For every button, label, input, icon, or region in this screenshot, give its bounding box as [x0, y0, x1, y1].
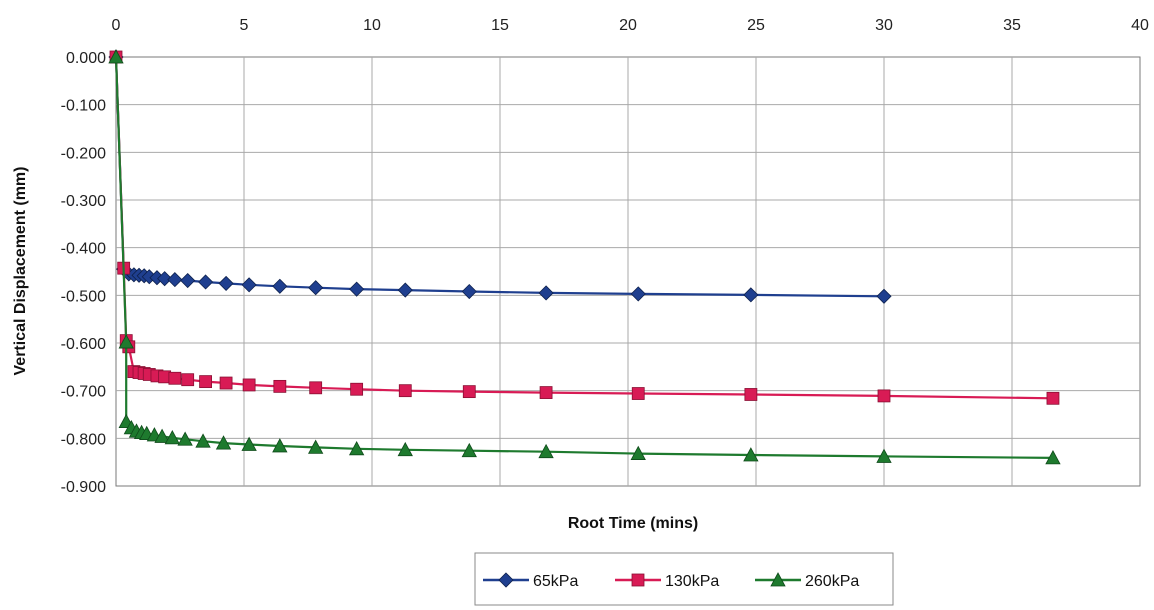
data-point-130kpa: [219, 376, 233, 390]
data-point-130kpa: [242, 378, 256, 392]
data-point-130kpa: [744, 388, 758, 401]
y-tick-label: -0.500: [61, 288, 106, 305]
gridlines: [116, 57, 1140, 486]
x-tick-label: 30: [875, 17, 893, 34]
legend-label-260kpa: 260kPa: [805, 573, 859, 590]
y-tick-label: -0.900: [61, 479, 106, 496]
data-point-130kpa: [462, 385, 476, 399]
data-point-130kpa: [273, 379, 287, 393]
x-tick-label: 10: [363, 17, 381, 34]
series-layer: [108, 49, 1061, 465]
data-point-260kpa: [195, 433, 211, 448]
x-tick-label: 0: [112, 17, 121, 34]
series-260kpa: [108, 49, 1061, 465]
y-tick-label: -0.600: [61, 336, 106, 353]
data-point-260kpa: [743, 447, 759, 462]
y-tick-label: -0.800: [61, 431, 106, 448]
y-tick-label: 0.000: [66, 50, 106, 67]
x-tick-labels: 0 5 10 15 20 25 30 35 40: [112, 17, 1149, 34]
data-point-65kpa: [876, 288, 892, 304]
data-point-65kpa: [349, 281, 365, 297]
data-point-65kpa: [241, 277, 257, 293]
x-axis-title: Root Time (mins): [568, 515, 698, 532]
data-point-130kpa: [181, 373, 195, 387]
legend-marker-65kpa: [498, 572, 514, 588]
data-point-260kpa: [461, 442, 477, 458]
data-point-260kpa: [154, 428, 170, 443]
data-point-65kpa: [198, 274, 214, 290]
data-point-130kpa: [631, 387, 645, 400]
data-point-65kpa: [308, 280, 324, 296]
data-point-260kpa: [397, 441, 413, 457]
data-point-260kpa: [348, 440, 365, 456]
x-tick-label: 25: [747, 17, 765, 34]
legend-item-130kpa: 130kPa: [615, 573, 719, 590]
x-tick-label: 20: [619, 17, 637, 34]
x-tick-label: 35: [1003, 17, 1021, 34]
data-point-260kpa: [538, 443, 554, 459]
legend-marker-260kpa: [770, 572, 786, 587]
data-point-130kpa: [539, 386, 553, 399]
data-point-65kpa: [157, 271, 173, 287]
data-point-130kpa: [168, 371, 182, 385]
legend-items: 65kPa 130kPa 260kPa: [483, 572, 859, 590]
series-130kpa: [109, 50, 1060, 405]
y-tick-label: -0.300: [61, 193, 106, 210]
data-point-65kpa: [743, 287, 759, 303]
data-point-130kpa: [1046, 391, 1060, 405]
data-point-130kpa: [398, 384, 412, 398]
data-point-260kpa: [630, 445, 646, 460]
data-point-65kpa: [180, 272, 196, 289]
legend-item-260kpa: 260kPa: [755, 572, 859, 590]
data-point-260kpa: [308, 439, 324, 454]
y-tick-label: -0.200: [61, 145, 106, 162]
x-tick-label: 15: [491, 17, 509, 34]
y-tick-label: -0.100: [61, 98, 106, 115]
data-point-65kpa: [272, 278, 288, 294]
x-tick-label: 5: [240, 17, 249, 34]
y-tick-label: -0.400: [61, 241, 106, 258]
legend: 65kPa 130kPa 260kPa: [474, 552, 894, 606]
data-point-65kpa: [397, 282, 413, 298]
y-axis-title: Vertical Displacement (mm): [12, 167, 29, 376]
data-point-65kpa: [538, 285, 554, 301]
data-point-260kpa: [1045, 450, 1061, 465]
legend-marker-130kpa: [631, 573, 645, 587]
legend-label-65kpa: 65kPa: [533, 573, 578, 590]
data-point-65kpa: [218, 275, 234, 291]
data-point-130kpa: [309, 381, 323, 395]
y-tick-labels: 0.000 -0.100 -0.200 -0.300 -0.400 -0.500 -0.60…: [61, 50, 106, 496]
data-point-260kpa: [241, 436, 257, 451]
data-point-260kpa: [108, 49, 124, 64]
data-point-260kpa: [118, 334, 134, 349]
legend-item-65kpa: 65kPa: [483, 572, 578, 590]
x-tick-label: 40: [1131, 17, 1149, 34]
y-tick-label: -0.700: [61, 384, 106, 401]
data-point-65kpa: [630, 286, 646, 302]
data-point-130kpa: [199, 375, 213, 389]
legend-box: [474, 552, 894, 606]
data-point-260kpa: [177, 431, 193, 446]
legend-label-130kpa: 130kPa: [665, 573, 719, 590]
data-point-65kpa: [461, 283, 477, 300]
data-point-260kpa: [876, 448, 892, 463]
data-point-130kpa: [877, 389, 891, 403]
data-point-260kpa: [215, 435, 232, 450]
data-point-260kpa: [164, 430, 180, 445]
data-point-130kpa: [350, 382, 364, 396]
data-point-65kpa: [167, 272, 183, 288]
data-point-260kpa: [272, 438, 288, 453]
